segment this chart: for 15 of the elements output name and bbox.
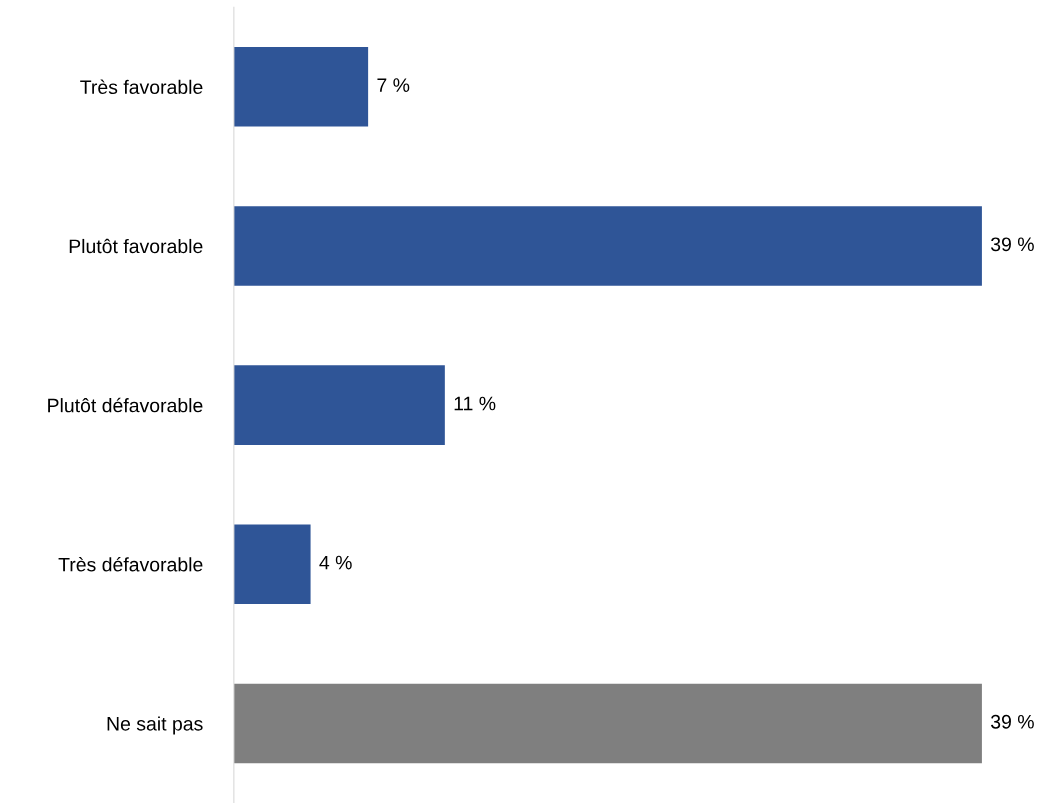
y-tick-label: Ne sait pas xyxy=(107,716,203,735)
data-label: 39 % xyxy=(990,714,1034,729)
bar xyxy=(233,206,982,286)
bar xyxy=(233,683,982,764)
y-tick-label: Plutôt défavorable xyxy=(48,397,203,413)
y-tick-label: Très favorable xyxy=(80,79,203,95)
bar xyxy=(233,47,369,127)
bar xyxy=(233,524,311,605)
data-label: 39 % xyxy=(990,237,1034,252)
bar xyxy=(233,365,445,445)
data-label: 11 % xyxy=(454,396,496,411)
y-tick-label: Plutôt favorable xyxy=(69,238,203,254)
data-label: 4 % xyxy=(319,555,352,570)
data-label: 7 % xyxy=(377,78,410,92)
y-tick-label: Très défavorable xyxy=(58,556,203,572)
